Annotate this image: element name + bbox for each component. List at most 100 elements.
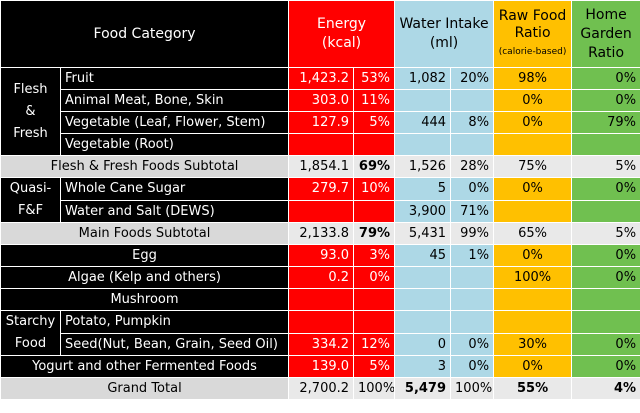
table-row-fruit: Flesh & Fresh Fruit 1,423.2 53% 1,082 20% … [0,67,640,156]
energy-percent: 3% [353,244,396,267]
table-row-salt: Water and Salt (DEWS) 3,900 71% [1,199,640,223]
energy-percent [353,199,396,223]
water-percent: 8% [450,111,495,134]
water-value: 444 [394,111,452,134]
row-label: Vegetable (Leaf, Flower, Stem) [59,111,290,134]
home-ratio: 0% [571,177,640,201]
table-row-veg-root: Vegetable (Root) [1,133,640,156]
water-percent [450,133,495,156]
table-row-grand-total: Grand Total 2,700.2 100% 5,479 100% 55% … [0,377,640,400]
energy-percent: 69% [353,155,396,178]
home-ratio: 0% [571,266,640,289]
home-ratio [571,288,640,311]
water-value: 3,900 [394,199,452,223]
header-food-category: Food Category [0,0,290,68]
home-ratio [571,199,640,223]
energy-percent [353,288,396,311]
table-row-egg: Egg 93.0 3% 45 1% 0% 0% [0,244,640,267]
raw-ratio: 0% [493,89,573,112]
home-ratio: 4% [571,377,640,400]
water-percent: 0% [450,355,495,378]
energy-value [288,199,355,223]
water-percent: 99% [450,222,495,245]
row-label: Mushroom [0,288,290,311]
energy-percent: 100% [353,377,396,400]
energy-percent [353,133,396,156]
table-row-yogurt: Yogurt and other Fermented Foods 139.0 5… [0,355,640,378]
row-label: Main Foods Subtotal [0,222,290,245]
raw-ratio [493,133,573,156]
energy-value: 93.0 [288,244,355,267]
energy-percent: 79% [353,222,396,245]
header-home-garden-ratio: Home Garden Ratio [571,0,640,68]
raw-ratio [493,199,573,223]
energy-percent: 11% [353,89,396,112]
raw-ratio: 98% [493,67,573,90]
energy-value: 127.9 [288,111,355,134]
water-value: 5,431 [394,222,452,245]
water-percent: 71% [450,199,495,223]
water-value: 1,082 [394,67,452,90]
group-flesh-fresh: Flesh & Fresh [0,67,61,156]
energy-value: 1,854.1 [288,155,355,178]
water-value: 5,479 [394,377,452,400]
group-starchy-food: Starchy Food [0,310,61,356]
raw-ratio: 65% [493,222,573,245]
row-label: Yogurt and other Fermented Foods [0,355,290,378]
energy-value: 303.0 [288,89,355,112]
group-quasi-ff: Quasi- F&F [0,177,61,223]
energy-percent [353,310,396,334]
raw-ratio: 0% [493,177,573,201]
home-ratio: 0% [571,355,640,378]
table-row-flesh-subtotal: Flesh & Fresh Foods Subtotal 1,854.1 69%… [0,155,640,178]
raw-ratio [493,288,573,311]
home-ratio: 0% [571,244,640,267]
water-percent: 1% [450,244,495,267]
energy-value [288,288,355,311]
row-label: Potato, Pumpkin [59,310,290,334]
energy-percent: 5% [353,355,396,378]
header-energy: Energy (kcal) [288,0,396,68]
water-value [394,266,452,289]
water-percent: 100% [450,377,495,400]
header-row: Food Category Energy (kcal) Water Intake(… [0,0,640,68]
table-row-veg-leaf: Vegetable (Leaf, Flower, Stem) 127.9 5% … [1,111,640,134]
energy-value: 2,700.2 [288,377,355,400]
energy-value: 2,133.8 [288,222,355,245]
row-label: Animal Meat, Bone, Skin [59,89,290,112]
row-label: Grand Total [0,377,290,400]
water-value: 45 [394,244,452,267]
table-row-algae: Algae (Kelp and others) 0.2 0% 100% 0% [0,266,640,289]
energy-value [288,133,355,156]
energy-value [288,310,355,334]
water-percent [450,288,495,311]
water-value [394,310,452,334]
energy-percent: 53% [353,67,396,90]
table-row-meat: Animal Meat, Bone, Skin 303.0 11% 0% 0% [1,89,640,112]
water-percent: 0% [450,177,495,201]
water-value: 3 [394,355,452,378]
header-water-intake: Water Intake (ml) [394,0,495,68]
raw-ratio: 55% [493,377,573,400]
row-label: Whole Cane Sugar [59,177,290,201]
water-value: 5 [394,177,452,201]
row-label: Algae (Kelp and others) [0,266,290,289]
raw-ratio: 75% [493,155,573,178]
row-label: Egg [0,244,290,267]
table-row-potato: Starchy Food Potato, Pumpkin [0,310,640,356]
energy-value: 1,423.2 [288,67,355,90]
home-ratio [571,310,640,334]
raw-ratio: 0% [493,244,573,267]
home-ratio: 79% [571,111,640,134]
header-raw-food-ratio: Raw Food Ratio (calorie-based) [493,0,573,68]
water-value: 0 [394,332,452,356]
raw-ratio: 30% [493,332,573,356]
table-row-main-subtotal: Main Foods Subtotal 2,133.8 79% 5,431 99… [0,222,640,245]
table-row-seed: Seed(Nut, Bean, Grain, Seed Oil) 334.2 1… [1,332,640,356]
energy-percent: 0% [353,266,396,289]
row-label: Fruit [59,67,290,90]
water-value [394,133,452,156]
table-row-mushroom: Mushroom [0,288,640,311]
water-value: 1,526 [394,155,452,178]
raw-ratio [493,310,573,334]
